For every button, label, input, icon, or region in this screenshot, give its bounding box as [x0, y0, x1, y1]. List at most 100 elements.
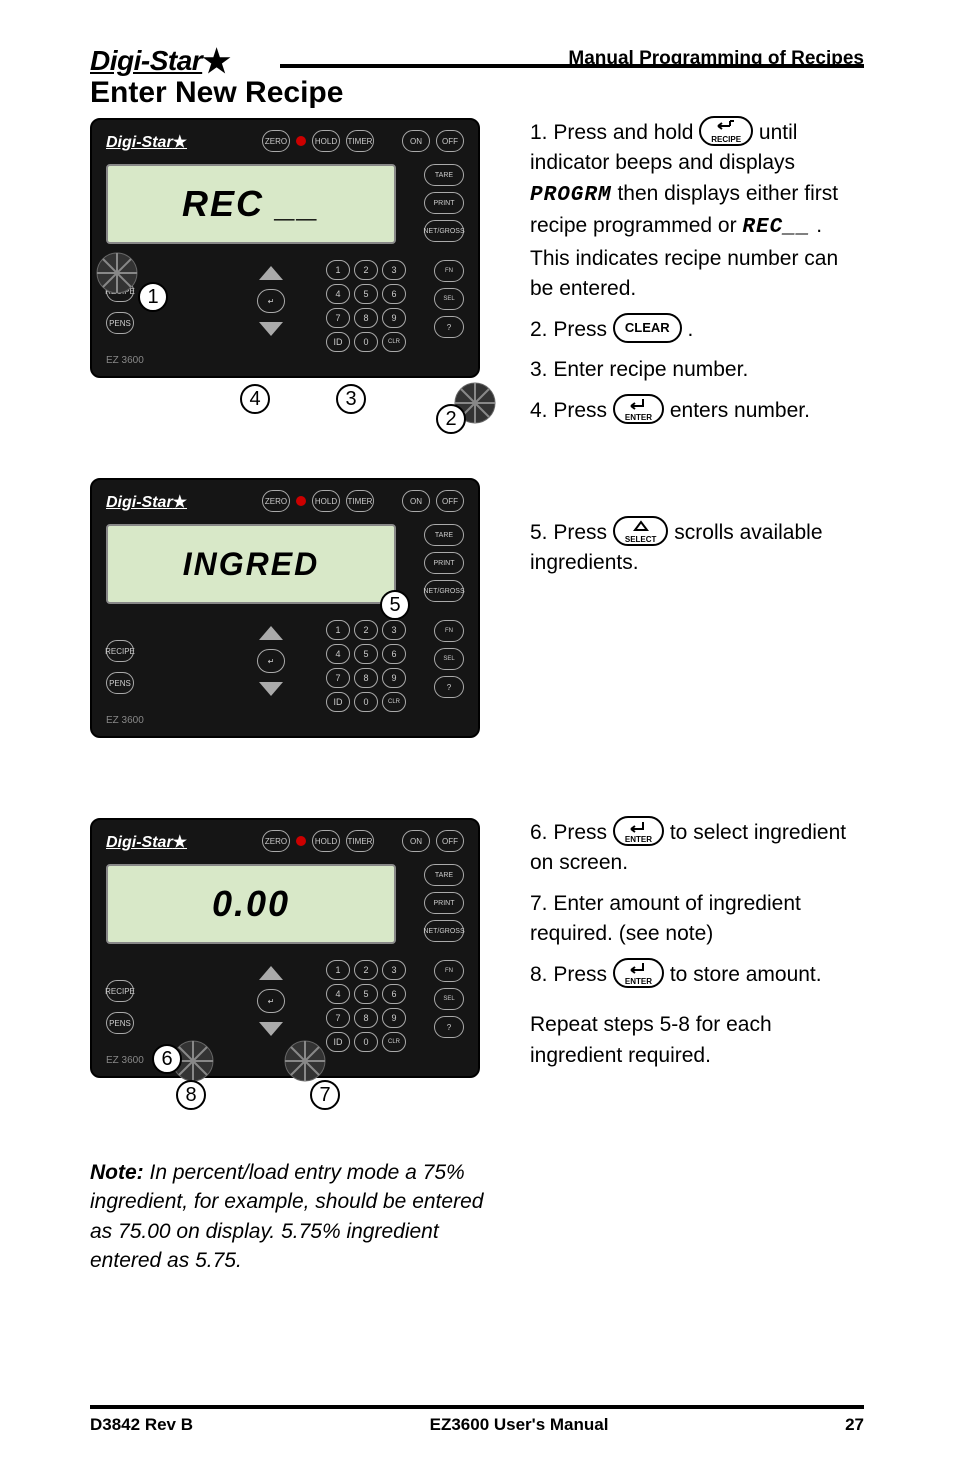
device-figure-2: Digi-Star★ ZERO HOLD TIMER ON OFF INGRED…: [90, 478, 510, 758]
key-0: 0: [354, 332, 378, 352]
select-button: SEL: [434, 648, 464, 670]
step-2-text-b: .: [688, 318, 694, 341]
callout-5: 5: [380, 590, 410, 620]
model-label: EZ 3600: [106, 1055, 144, 1066]
device-top-buttons: ZERO HOLD TIMER: [262, 490, 374, 512]
enter-center-button: ↵: [257, 989, 285, 1013]
hold-button: HOLD: [312, 830, 340, 852]
footer-right: 27: [845, 1415, 864, 1435]
key-6: 6: [382, 284, 406, 304]
keypad: 1 2 3 4 5 6 7 8 9 ID 0 CLR: [326, 620, 406, 712]
keypad: 1 2 3 4 5 6 7 8 9 ID 0 CLR: [326, 260, 406, 352]
step-6: 6. Press ENTER to select ingredient on s…: [530, 818, 864, 879]
lcd-text: REC __: [182, 183, 320, 225]
instructions-2: 5. Press SELECT scrolls available ingred…: [530, 478, 864, 758]
hold-button: HOLD: [312, 490, 340, 512]
key-0: 0: [354, 1032, 378, 1052]
block-1: Digi-Star★ ZERO HOLD TIMER ON OFF REC __…: [90, 118, 864, 438]
step-8: 8. Press ENTER to store amount.: [530, 960, 864, 990]
recipe-button: RECIPE: [106, 640, 134, 662]
device-bottom: RECIPE PENS ↵ 1 2 3 4 5 6 7 8 9: [106, 620, 464, 722]
repeat-text: Repeat steps 5-8 for each ingredient req…: [530, 1010, 864, 1071]
callout-8: 8: [176, 1080, 206, 1110]
progrm-code: PROGRM: [530, 184, 612, 207]
arrow-up-icon: [259, 266, 283, 280]
key-0: 0: [354, 692, 378, 712]
step-3: 3. Enter recipe number.: [530, 355, 864, 385]
key-5: 5: [354, 984, 378, 1004]
step-4-text-a: 4. Press: [530, 399, 613, 422]
enter-pill-label: ENTER: [625, 414, 652, 422]
lcd-text: INGRED: [183, 546, 319, 583]
arrow-pad: ↵: [236, 626, 306, 696]
device-logo: Digi-Star★: [106, 132, 187, 152]
left-buttons: RECIPE PENS: [106, 640, 134, 694]
step-2: 2. Press CLEAR .: [530, 315, 864, 345]
left-buttons: RECIPE PENS: [106, 980, 134, 1034]
key-8: 8: [354, 308, 378, 328]
device-figure-3: Digi-Star★ ZERO HOLD TIMER ON OFF 0.00 T…: [90, 818, 510, 1118]
logo: Digi-Star★: [90, 40, 230, 78]
step-4-text-b: enters number.: [670, 399, 810, 422]
step-1: 1. Press and hold RECIPE until indicator…: [530, 118, 864, 305]
on-button: ON: [402, 830, 430, 852]
timer-button: TIMER: [346, 830, 374, 852]
knob-icon: [92, 248, 142, 298]
select-pill-icon: SELECT: [613, 516, 669, 546]
step-5: 5. Press SELECT scrolls available ingred…: [530, 518, 864, 579]
key-7: 7: [326, 308, 350, 328]
key-9: 9: [382, 1008, 406, 1028]
pens-button: PENS: [106, 1012, 134, 1034]
key-2: 2: [354, 620, 378, 640]
key-7: 7: [326, 668, 350, 688]
device-power-buttons: ON OFF: [402, 130, 464, 152]
timer-button: TIMER: [346, 130, 374, 152]
page-footer: D3842 Rev B EZ3600 User's Manual 27: [90, 1405, 864, 1435]
step-8-text-b: to store amount.: [670, 963, 822, 986]
help-button: ?: [434, 676, 464, 698]
device-star-icon: ★: [173, 494, 187, 511]
footer-left: D3842 Rev B: [90, 1415, 193, 1435]
instructions-3: 6. Press ENTER to select ingredient on s…: [530, 818, 864, 1118]
logo-star-icon: ★: [202, 43, 230, 79]
callout-2: 2: [436, 404, 466, 434]
device-panel: Digi-Star★ ZERO HOLD TIMER ON OFF INGRED…: [90, 478, 480, 738]
red-indicator-icon: [296, 836, 306, 846]
callout-7: 7: [310, 1080, 340, 1110]
step-2-text-a: 2. Press: [530, 318, 613, 341]
recipe-button: RECIPE: [106, 980, 134, 1002]
device-power-buttons: ON OFF: [402, 490, 464, 512]
key-8: 8: [354, 668, 378, 688]
knob-icon: [280, 1036, 330, 1086]
step-1-text-a: 1. Press and hold: [530, 121, 699, 144]
key-id: ID: [326, 692, 350, 712]
device-star-icon: ★: [173, 834, 187, 851]
key-clear: CLR: [382, 332, 406, 352]
section-title: Enter New Recipe: [90, 76, 864, 110]
zero-button: ZERO: [262, 490, 290, 512]
model-label: EZ 3600: [106, 715, 144, 726]
key-3: 3: [382, 960, 406, 980]
netgross-button: NET/GROSS: [424, 920, 464, 942]
enter-pill-icon: ENTER: [613, 394, 664, 424]
arrow-down-icon: [259, 682, 283, 696]
key-5: 5: [354, 644, 378, 664]
key-6: 6: [382, 984, 406, 1004]
footer-row: D3842 Rev B EZ3600 User's Manual 27: [90, 1415, 864, 1435]
keypad-side: FN SEL ?: [434, 260, 464, 338]
device-side-buttons: TARE PRINT NET/GROSS: [424, 164, 464, 242]
timer-button: TIMER: [346, 490, 374, 512]
key-clear: CLR: [382, 1032, 406, 1052]
function-button: FN: [434, 260, 464, 282]
key-2: 2: [354, 260, 378, 280]
step-7: 7. Enter amount of ingredient required. …: [530, 889, 864, 950]
key-7: 7: [326, 1008, 350, 1028]
device-logo: Digi-Star★: [106, 832, 187, 852]
key-9: 9: [382, 668, 406, 688]
callout-6: 6: [152, 1044, 182, 1074]
step-5-text-a: 5. Press: [530, 521, 613, 544]
device-panel: Digi-Star★ ZERO HOLD TIMER ON OFF REC __…: [90, 118, 480, 378]
device-power-buttons: ON OFF: [402, 830, 464, 852]
footer-rule: [90, 1405, 864, 1409]
device-logo-text: Digi-Star: [106, 134, 173, 151]
